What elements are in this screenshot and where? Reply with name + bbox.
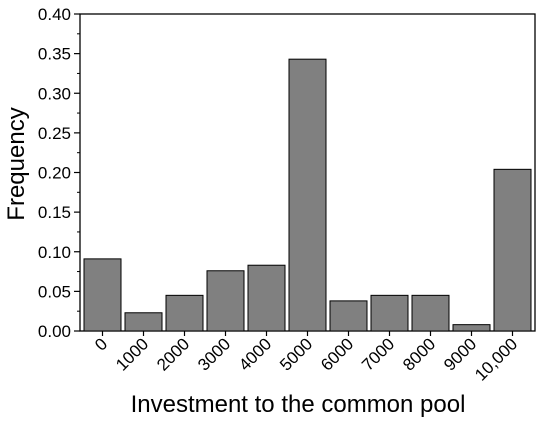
bar-3000 bbox=[206, 270, 245, 332]
bar-7000 bbox=[370, 294, 409, 332]
y-tick-label: 0.25 bbox=[38, 124, 71, 143]
y-axis-title: Frequency bbox=[3, 107, 30, 220]
bar-4000 bbox=[247, 264, 286, 332]
y-tick-label: 0.30 bbox=[38, 84, 71, 103]
bar-1000 bbox=[124, 312, 163, 332]
bar-5000 bbox=[288, 58, 327, 332]
x-tick-label: 3000 bbox=[194, 334, 234, 374]
x-tick-label: 10,000 bbox=[471, 334, 521, 384]
x-tick-label: 4000 bbox=[235, 334, 275, 374]
y-tick-label: 0.00 bbox=[38, 322, 71, 341]
x-tick-label: 0 bbox=[91, 334, 111, 354]
y-tick-label: 0.35 bbox=[38, 45, 71, 64]
bar-9000 bbox=[452, 324, 491, 332]
x-axis-title: Investment to the common pool bbox=[131, 391, 466, 418]
bar-0 bbox=[83, 258, 122, 332]
y-tick-label: 0.15 bbox=[38, 203, 71, 222]
y-tick-label: 0.40 bbox=[38, 5, 71, 24]
x-tick-label: 7000 bbox=[358, 334, 398, 374]
x-axis-ticks: 0 1000 2000 3000 4000 5000 6000 7000 8000 900010,… bbox=[91, 331, 521, 385]
bar-6000 bbox=[329, 300, 368, 332]
y-tick-label: 0.10 bbox=[38, 243, 71, 262]
x-tick-label: 8000 bbox=[399, 334, 439, 374]
bars bbox=[83, 58, 532, 332]
y-tick-label: 0.20 bbox=[38, 164, 71, 183]
x-tick-label: 6000 bbox=[317, 334, 357, 374]
x-tick-label: 2000 bbox=[153, 334, 193, 374]
y-axis-ticks: 0.00 0.05 0.10 0.15 0.20 0.25 0.30 0.35 0.40 bbox=[38, 5, 80, 341]
x-tick-label: 5000 bbox=[276, 334, 316, 374]
bar-8000 bbox=[411, 294, 450, 332]
bar-10000 bbox=[493, 168, 532, 332]
x-tick-label: 1000 bbox=[112, 334, 152, 374]
y-tick-label: 0.05 bbox=[38, 282, 71, 301]
bar-2000 bbox=[165, 294, 204, 332]
